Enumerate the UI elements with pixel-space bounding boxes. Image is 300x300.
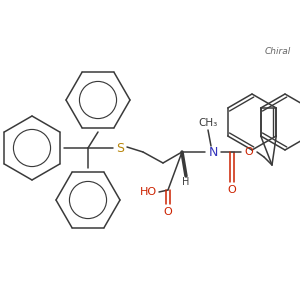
Text: H: H	[182, 177, 190, 187]
Text: S: S	[116, 142, 124, 154]
Text: O: O	[244, 147, 253, 157]
Text: CH₃: CH₃	[198, 118, 218, 128]
Text: Chiral: Chiral	[265, 47, 291, 56]
Text: N: N	[208, 146, 218, 158]
Text: HO: HO	[140, 187, 157, 197]
Text: O: O	[164, 207, 172, 217]
Text: O: O	[228, 185, 236, 195]
